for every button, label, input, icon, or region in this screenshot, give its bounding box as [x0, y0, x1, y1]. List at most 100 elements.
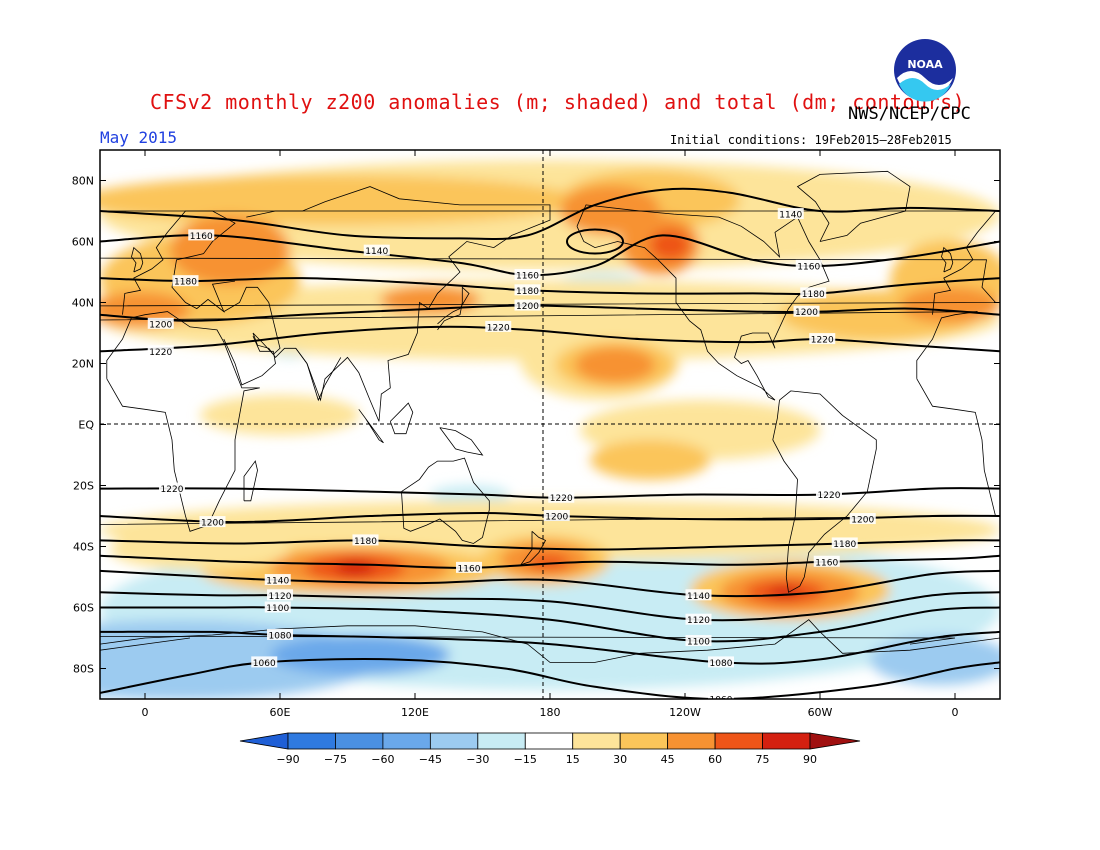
coastlines: [0, 170, 1000, 663]
contour-label-text: 1220: [161, 485, 184, 495]
contour-label-text: 1200: [201, 519, 224, 529]
contour-label: 1100: [685, 635, 712, 648]
anomaly-blob: [870, 635, 1000, 685]
contour-label-bg: [352, 534, 379, 546]
contour-1140-n: [100, 187, 1000, 240]
colorbar-label: −90: [276, 753, 299, 766]
colorbar-label: −30: [466, 753, 489, 766]
contour-label-bg: [548, 491, 575, 503]
contour-label: 1160: [795, 259, 822, 272]
contour-label-text: 1140: [365, 247, 388, 257]
contour-label-text: 1080: [269, 631, 292, 641]
contour-label-text: 1200: [851, 516, 874, 526]
contour-label-text: 1220: [818, 491, 841, 501]
colorbar-box: [667, 732, 716, 750]
contour-label-bg: [456, 561, 482, 573]
contour-label-bg: [816, 488, 842, 500]
contour-label-bg: [708, 656, 734, 668]
contour-label: 1060: [708, 693, 734, 706]
contour-label: 1180: [831, 537, 858, 550]
greenland-coast: [796, 170, 911, 242]
height-contours: [100, 187, 1000, 699]
colorbar-box: [524, 732, 574, 750]
contour-closed-low: [566, 228, 624, 255]
anomaly-blob: [270, 635, 450, 675]
contour-label: 1080: [708, 656, 734, 669]
contour-label-text: 1220: [550, 494, 573, 504]
contour-label: 1140: [264, 574, 291, 587]
colorbar-label: −45: [419, 753, 442, 766]
contour-1120-s: [100, 591, 1000, 622]
south-america-coast-wrap: [0, 391, 66, 592]
contour-label-text: 1060: [710, 696, 733, 706]
anomaly-blob: [100, 292, 190, 328]
contour-label-bg: [147, 317, 174, 329]
contour-labels: 1160 1160 1160 1140 1140 1180 1180 1180 1200 1200…: [147, 208, 876, 706]
anomaly-blob: [526, 554, 570, 570]
contour-label: 1060: [251, 656, 278, 669]
contour-label: 1080: [267, 628, 293, 641]
contour-label-text: 1100: [687, 638, 710, 648]
contour-label: 1200: [793, 305, 820, 318]
contour-label: 1160: [813, 555, 840, 568]
contour-label-bg: [685, 613, 712, 625]
contour-label-bg: [514, 284, 541, 296]
contour-label: 1180: [514, 284, 541, 297]
contour-1080-s: [100, 630, 1000, 665]
contour-label: 1160: [456, 561, 482, 574]
initial-conditions: Initial conditions: 19Feb2015–28Feb2015: [670, 133, 952, 147]
contour-label-text: 1120: [687, 616, 710, 626]
contour-label-text: 1160: [458, 564, 481, 574]
contour-label-bg: [685, 589, 712, 601]
africa-coast-wrap: [100, 311, 997, 525]
contour-label-bg: [543, 510, 570, 521]
new-zealand-coast: [519, 531, 547, 566]
colorbar-label: 60: [708, 753, 722, 766]
contour-1180-n: [100, 277, 1000, 296]
colorbar-label: 30: [613, 753, 627, 766]
madagascar-coast: [243, 460, 258, 502]
contour-label-text: 1180: [802, 290, 825, 300]
lat-label: 80N: [72, 175, 94, 188]
lon-label: 60E: [270, 706, 291, 719]
lat-label: 40N: [72, 297, 94, 310]
contour-label-text: 1180: [833, 540, 856, 550]
contour-label-bg: [172, 275, 199, 287]
colorbar-label: 45: [661, 753, 675, 766]
lat-label: 60S: [73, 602, 94, 615]
colorbar-box: [714, 732, 763, 750]
lon-label: 60W: [808, 706, 833, 719]
north-america-coast-wrap: [0, 205, 19, 400]
contour-label: 1200: [147, 317, 174, 330]
contour-label-text: 1180: [174, 278, 197, 288]
contour-label-text: 1140: [687, 592, 710, 602]
contour-label: 1200: [199, 516, 226, 529]
contour-label-bg: [685, 635, 712, 647]
contour-label-bg: [849, 513, 876, 525]
contour-label-bg: [793, 305, 820, 317]
contour-1100-s: [100, 606, 1000, 643]
anomaly-blob: [335, 560, 375, 576]
contour-label: 1200: [514, 299, 541, 312]
lon-label: 120E: [401, 706, 429, 719]
europe-coast: [122, 210, 236, 315]
anomaly-blob: [590, 440, 710, 480]
contour-label-text: 1220: [811, 336, 834, 346]
australia-coast: [401, 457, 490, 544]
anomaly-blob: [200, 395, 360, 435]
agency-label: NWS/NCEP/CPC: [848, 104, 971, 124]
contour-label-text: 1200: [516, 302, 539, 312]
india-coast: [295, 348, 342, 402]
contour-label-bg: [363, 244, 390, 256]
contour-label: 1100: [264, 601, 291, 614]
contour-label: 1140: [777, 208, 804, 221]
colorbar-label: 75: [756, 753, 770, 766]
contour-label-text: 1200: [545, 513, 568, 523]
anomaly-blob: [100, 280, 1000, 360]
colorbar-box: [335, 732, 384, 750]
contour-label-bg: [264, 601, 291, 613]
colorbar-box: [382, 732, 431, 750]
anomaly-blob: [110, 530, 290, 570]
contour-label-text: 1200: [149, 320, 172, 330]
contour-label: 1200: [849, 513, 876, 526]
